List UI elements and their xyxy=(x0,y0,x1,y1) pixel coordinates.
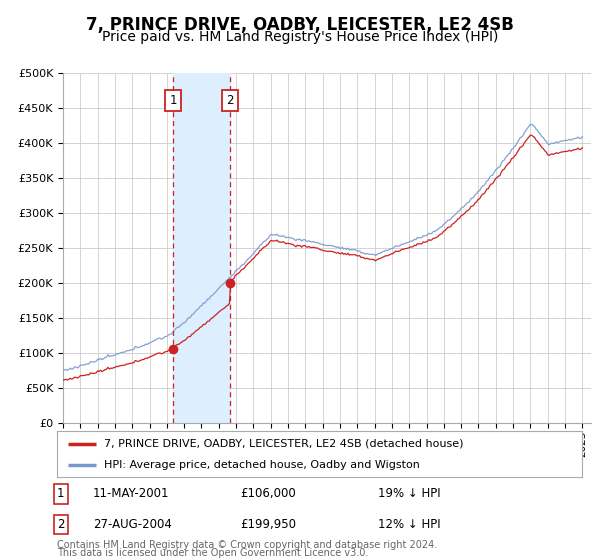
Text: 12% ↓ HPI: 12% ↓ HPI xyxy=(378,518,440,531)
Text: Contains HM Land Registry data © Crown copyright and database right 2024.: Contains HM Land Registry data © Crown c… xyxy=(57,540,437,550)
Text: 2: 2 xyxy=(226,94,234,108)
Text: 2: 2 xyxy=(57,518,65,531)
Text: £199,950: £199,950 xyxy=(240,518,296,531)
Bar xyxy=(173,73,230,423)
Text: 27-AUG-2004: 27-AUG-2004 xyxy=(93,518,172,531)
Text: 1: 1 xyxy=(169,94,177,108)
Text: HPI: Average price, detached house, Oadby and Wigston: HPI: Average price, detached house, Oadb… xyxy=(104,460,420,470)
Text: 7, PRINCE DRIVE, OADBY, LEICESTER, LE2 4SB (detached house): 7, PRINCE DRIVE, OADBY, LEICESTER, LE2 4… xyxy=(104,438,464,449)
Text: 11-MAY-2001: 11-MAY-2001 xyxy=(93,487,170,500)
Text: Price paid vs. HM Land Registry's House Price Index (HPI): Price paid vs. HM Land Registry's House … xyxy=(102,30,498,44)
Text: 19% ↓ HPI: 19% ↓ HPI xyxy=(378,487,440,500)
Text: £106,000: £106,000 xyxy=(240,487,296,500)
Text: 1: 1 xyxy=(57,487,65,500)
Text: 7, PRINCE DRIVE, OADBY, LEICESTER, LE2 4SB: 7, PRINCE DRIVE, OADBY, LEICESTER, LE2 4… xyxy=(86,16,514,34)
Text: This data is licensed under the Open Government Licence v3.0.: This data is licensed under the Open Gov… xyxy=(57,548,368,558)
